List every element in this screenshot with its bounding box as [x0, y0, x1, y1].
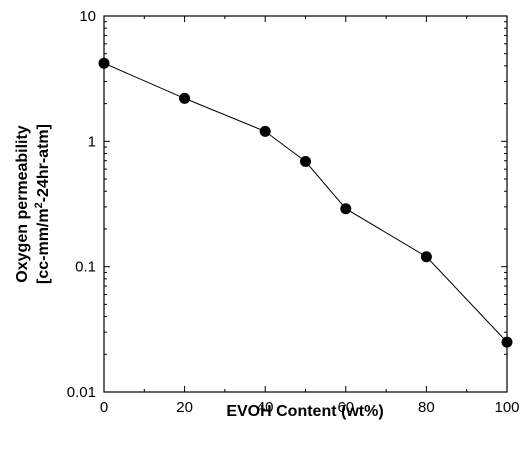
- y-axis-title-line2-pre: [cc-mm/m: [35, 208, 52, 284]
- x-axis-title: EVOH Content (wt%): [226, 403, 383, 420]
- data-point: [501, 336, 513, 348]
- y-axis-title-line2: [cc-mm/m2-24hr-atm]: [33, 124, 52, 284]
- series-group: [98, 57, 513, 348]
- x-tick-label: 20: [176, 399, 193, 416]
- data-point: [420, 251, 432, 263]
- axis-tick-labels: 0 20 40 60 80 100 0.01 0.1 1 10: [67, 8, 520, 416]
- y-axis-title: Oxygen permeability [cc-mm/m2-24hr-atm]: [14, 124, 52, 284]
- data-point: [300, 156, 311, 168]
- y-axis-title-line2-post: -24hr-atm]: [35, 124, 52, 202]
- y-tick-label: 0.1: [75, 259, 96, 276]
- series-line: [103, 62, 508, 343]
- y-tick-label: 10: [79, 8, 96, 25]
- x-tick-label: 40: [257, 399, 274, 416]
- y-axis-title-line1: Oxygen permeability: [14, 125, 31, 282]
- y-tick-label: 0.01: [67, 384, 96, 401]
- plot-frame: [103, 15, 508, 393]
- axis-ticks: [103, 15, 508, 393]
- data-point: [259, 125, 271, 137]
- data-point: [179, 92, 191, 104]
- data-point: [340, 203, 352, 215]
- y-tick-label: 1: [88, 133, 96, 150]
- data-point: [98, 57, 110, 69]
- x-tick-label: 60: [337, 399, 354, 416]
- x-tick-label: 0: [100, 399, 108, 416]
- y-axis-title-line2-sup: 2: [33, 202, 45, 208]
- x-tick-label: 100: [494, 399, 519, 416]
- x-tick-label: 80: [418, 399, 435, 416]
